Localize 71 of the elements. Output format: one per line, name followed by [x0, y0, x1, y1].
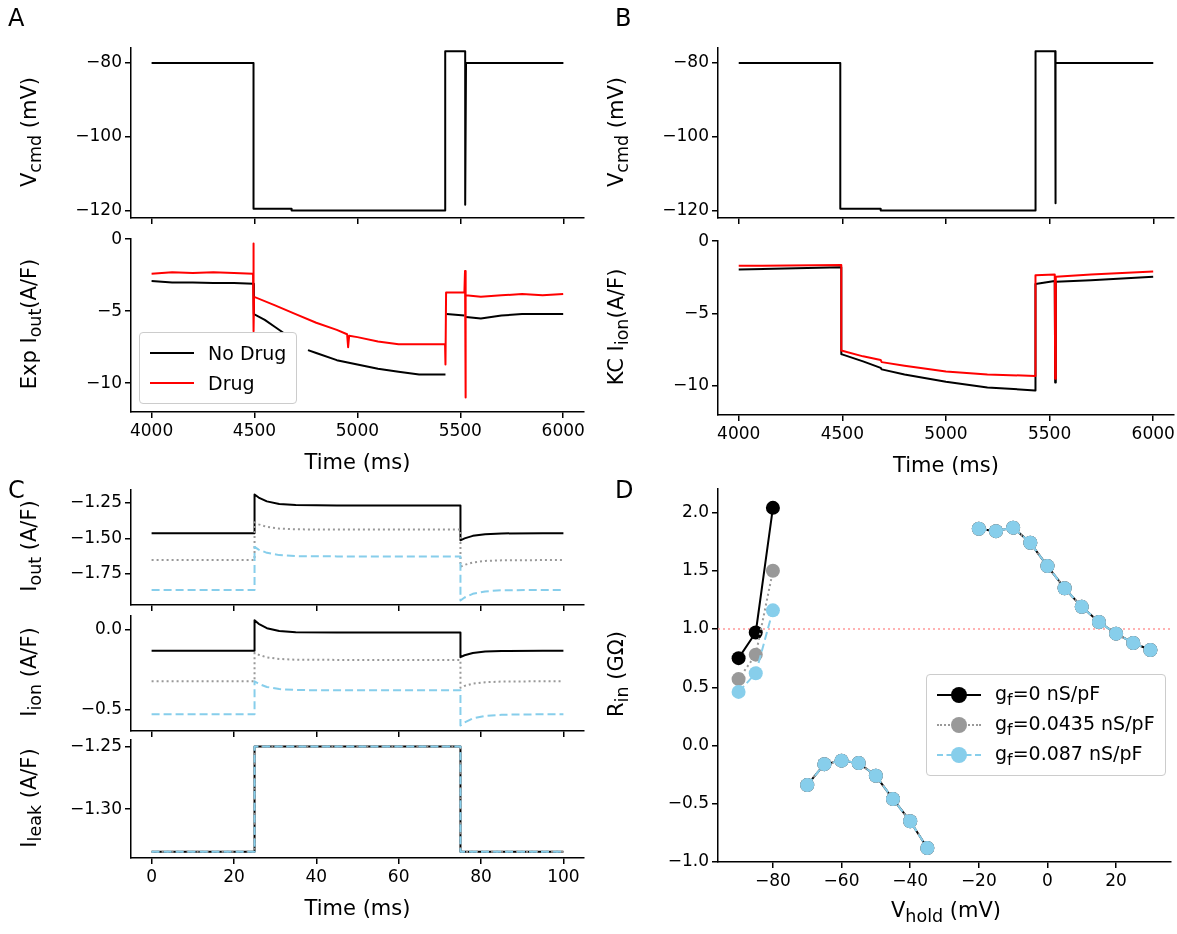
point — [765, 603, 780, 618]
y-tick-label: −5 — [683, 302, 709, 323]
y-tick-label: −100 — [662, 125, 709, 146]
y-tick-label: −0.5 — [80, 697, 122, 718]
x-tick-label: 4000 — [717, 422, 761, 443]
y-tick-label: −10 — [86, 371, 122, 392]
y-tick-label: −0.5 — [667, 792, 709, 813]
y-tick-label: −1.30 — [69, 797, 122, 818]
x-axis-title: V$_{hold}$ (mV) — [890, 897, 1002, 927]
x-tick-label: 5000 — [335, 419, 380, 440]
chart-title: A — [8, 4, 25, 32]
point — [731, 672, 746, 687]
y-tick-label: −80 — [673, 51, 709, 72]
y-tick-label: −5 — [96, 299, 122, 320]
x-tick-label: 6000 — [1131, 422, 1175, 443]
y-tick-label: 0 — [111, 227, 122, 248]
point — [765, 563, 780, 578]
y-tick-label: −1.25 — [69, 734, 122, 755]
y-tick-label: 1.0 — [681, 617, 709, 638]
legend-label: g$_{f}$=0.087 nS/pF — [995, 741, 1143, 769]
point — [731, 651, 746, 666]
line-series — [150, 680, 565, 727]
x-tick-label: 4500 — [820, 422, 864, 443]
y-tick-label: −1.50 — [69, 526, 122, 547]
x-tick-label: 5500 — [1027, 422, 1072, 443]
y-tick-label: 0.0 — [681, 733, 709, 754]
x-axis-title: Time (ms) — [304, 896, 411, 920]
chart-title: B — [615, 4, 632, 32]
x-tick-label: 20 — [1105, 869, 1127, 890]
x-tick-label: 0 — [1042, 869, 1053, 890]
x-tick-label: 20 — [223, 865, 245, 886]
legend-label: g$_{f}$=0 nS/pF — [995, 681, 1101, 709]
x-tick-label: 100 — [547, 865, 580, 886]
y-tick-label: 2.0 — [681, 500, 709, 521]
x-axis-title: Time (ms) — [893, 453, 999, 477]
x-tick-label: 4000 — [129, 419, 174, 440]
y-tick-label: −10 — [673, 374, 709, 395]
chart-title: C — [8, 476, 25, 504]
y-tick-label: −100 — [75, 125, 122, 146]
x-tick-label: 40 — [305, 865, 328, 886]
x-tick-label: 6000 — [541, 419, 585, 440]
point — [731, 684, 746, 699]
x-tick-label: −60 — [823, 869, 860, 890]
x-tick-label: −80 — [754, 869, 791, 890]
x-tick-label: 5000 — [924, 422, 968, 443]
x-tick-label: 60 — [387, 865, 410, 886]
y-tick-label: 0.0 — [94, 618, 122, 639]
line-series — [150, 521, 565, 568]
x-tick-label: −40 — [892, 869, 929, 890]
point — [748, 666, 763, 681]
y-tick-label: −1.0 — [667, 850, 709, 871]
x-tick-label: 80 — [470, 865, 492, 886]
y-tick-label: −120 — [662, 199, 709, 220]
point — [765, 500, 780, 515]
y-tick-label: 0 — [698, 229, 709, 250]
legend-label: Drug — [208, 372, 255, 394]
y-tick-label: −1.25 — [69, 491, 122, 512]
x-tick-label: 0 — [146, 865, 157, 886]
x-tick-label: −20 — [960, 869, 997, 890]
y-tick-label: −120 — [75, 199, 122, 220]
y-tick-label: −1.75 — [69, 562, 122, 583]
x-tick-label: 4500 — [232, 419, 277, 440]
y-tick-label: 0.5 — [681, 675, 709, 696]
y-tick-label: 1.5 — [681, 559, 709, 580]
legend-label: g$_{f}$=0.0435 nS/pF — [995, 711, 1155, 739]
legend-label: No Drug — [208, 342, 287, 364]
point — [748, 625, 763, 640]
chart-title: D — [615, 476, 634, 504]
x-axis-title: Time (ms) — [304, 450, 411, 474]
y-tick-label: −80 — [86, 51, 122, 72]
x-tick-label: 5500 — [438, 419, 482, 440]
